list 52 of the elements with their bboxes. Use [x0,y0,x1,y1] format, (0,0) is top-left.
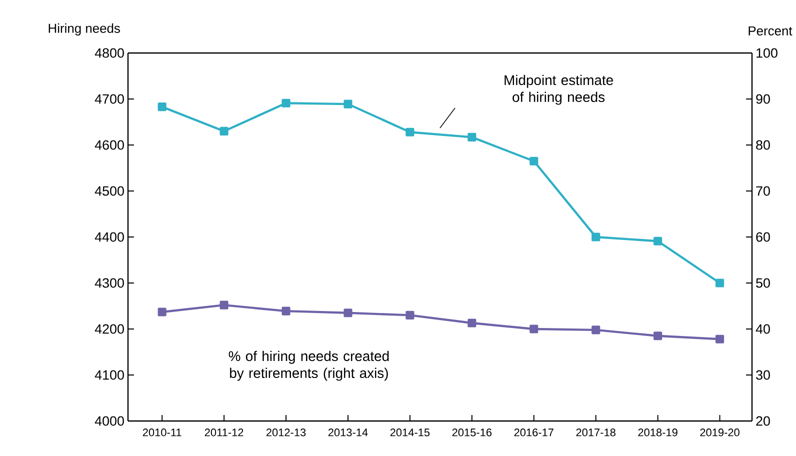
annotation: % of hiring needs created by retirements (right axis) [228,350,389,381]
y2-tick-label: 20 [756,416,770,426]
y-tick-label: 4200 [94,324,124,334]
point [530,156,538,166]
y-tick-label: 4100 [94,370,124,380]
y-tick-label: 4600 [94,140,124,150]
y2-tick-label: 50 [756,278,770,288]
point [406,128,414,136]
x-tick-label: 2015-16 [452,428,492,436]
point [654,236,662,246]
point [220,300,228,310]
point [344,100,352,108]
point [592,326,600,334]
point [158,308,166,316]
y-tick-label: 4000 [94,416,124,426]
x-tick-label: 2014-15 [390,428,430,436]
point [344,308,352,318]
y2-tick-label: 40 [756,324,770,334]
point [282,306,290,316]
x-tick-label: 2019-20 [700,428,740,436]
x-tick-label: 2016-17 [514,428,554,436]
point [716,334,724,344]
x-tick-label: 2011-12 [204,428,244,436]
y-axis-title: Hiring needs [48,23,120,36]
y2-tick-label: 80 [756,140,770,150]
y2-tick-label: 60 [756,232,770,242]
x-tick-label: 2013-14 [328,428,368,436]
y-tick-label: 4400 [94,232,124,242]
point [468,132,476,142]
point [468,318,476,328]
y-tick-label: 4700 [94,94,124,104]
point [406,310,414,320]
y-tick-label: 4800 [94,48,124,58]
y-tick-label: 4300 [94,278,124,288]
annotation: Midpoint estimate of hiring needs [504,74,613,105]
y2-axis-title: Percent [748,26,792,36]
y2-tick-label: 90 [756,94,770,104]
y-tick-label: 4500 [94,186,124,196]
x-tick-label: 2012-13 [266,428,306,436]
point [530,324,538,334]
y2-tick-label: 30 [756,370,770,380]
point [715,278,724,288]
point [158,102,166,112]
x-tick-label: 2010-11 [142,428,182,436]
y2-tick-label: 100 [756,48,778,58]
y2-tick-label: 70 [756,186,770,196]
point [592,232,600,242]
point [282,98,290,108]
point [654,332,662,340]
x-tick-label: 2017-18 [576,428,616,436]
point [220,126,228,136]
x-tick-label: 2018-19 [638,428,678,436]
